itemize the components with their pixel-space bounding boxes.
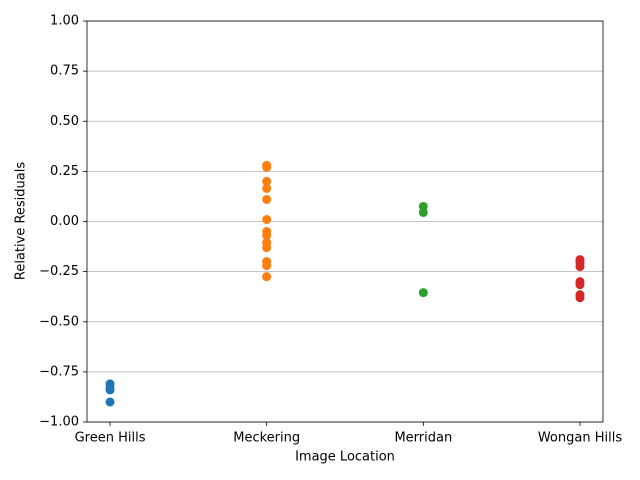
y-tick-label: −0.25 (39, 264, 79, 279)
y-axis-label: Relative Residuals (14, 162, 29, 280)
point (105, 397, 115, 407)
x-tick-label: Merridan (394, 431, 452, 446)
y-tick-label: 0.75 (50, 64, 79, 79)
point (575, 280, 585, 290)
point (262, 176, 272, 186)
y-tick-label: 0.00 (50, 214, 79, 229)
point (262, 183, 272, 193)
x-tick-label: Meckering (233, 431, 300, 446)
y-tick-label: −0.50 (39, 314, 79, 329)
x-axis-label: Image Location (295, 450, 395, 465)
point (418, 207, 428, 217)
x-tick-label: Green Hills (75, 431, 146, 446)
point (262, 214, 272, 224)
point (262, 162, 272, 172)
y-tick-label: −0.75 (39, 364, 79, 379)
y-tick-label: 0.50 (50, 114, 79, 129)
point (262, 231, 272, 241)
point (262, 243, 272, 253)
point (262, 261, 272, 271)
point (105, 385, 115, 395)
point (418, 288, 428, 298)
point (262, 272, 272, 282)
plot-frame (86, 20, 604, 423)
y-tick-label: 1.00 (50, 14, 79, 29)
y-tick-label: −1.00 (39, 415, 79, 430)
y-tick-label: 0.25 (50, 164, 79, 179)
point (575, 293, 585, 303)
x-tick-label: Wongan Hills (538, 431, 622, 446)
point (262, 194, 272, 204)
point (575, 262, 585, 272)
